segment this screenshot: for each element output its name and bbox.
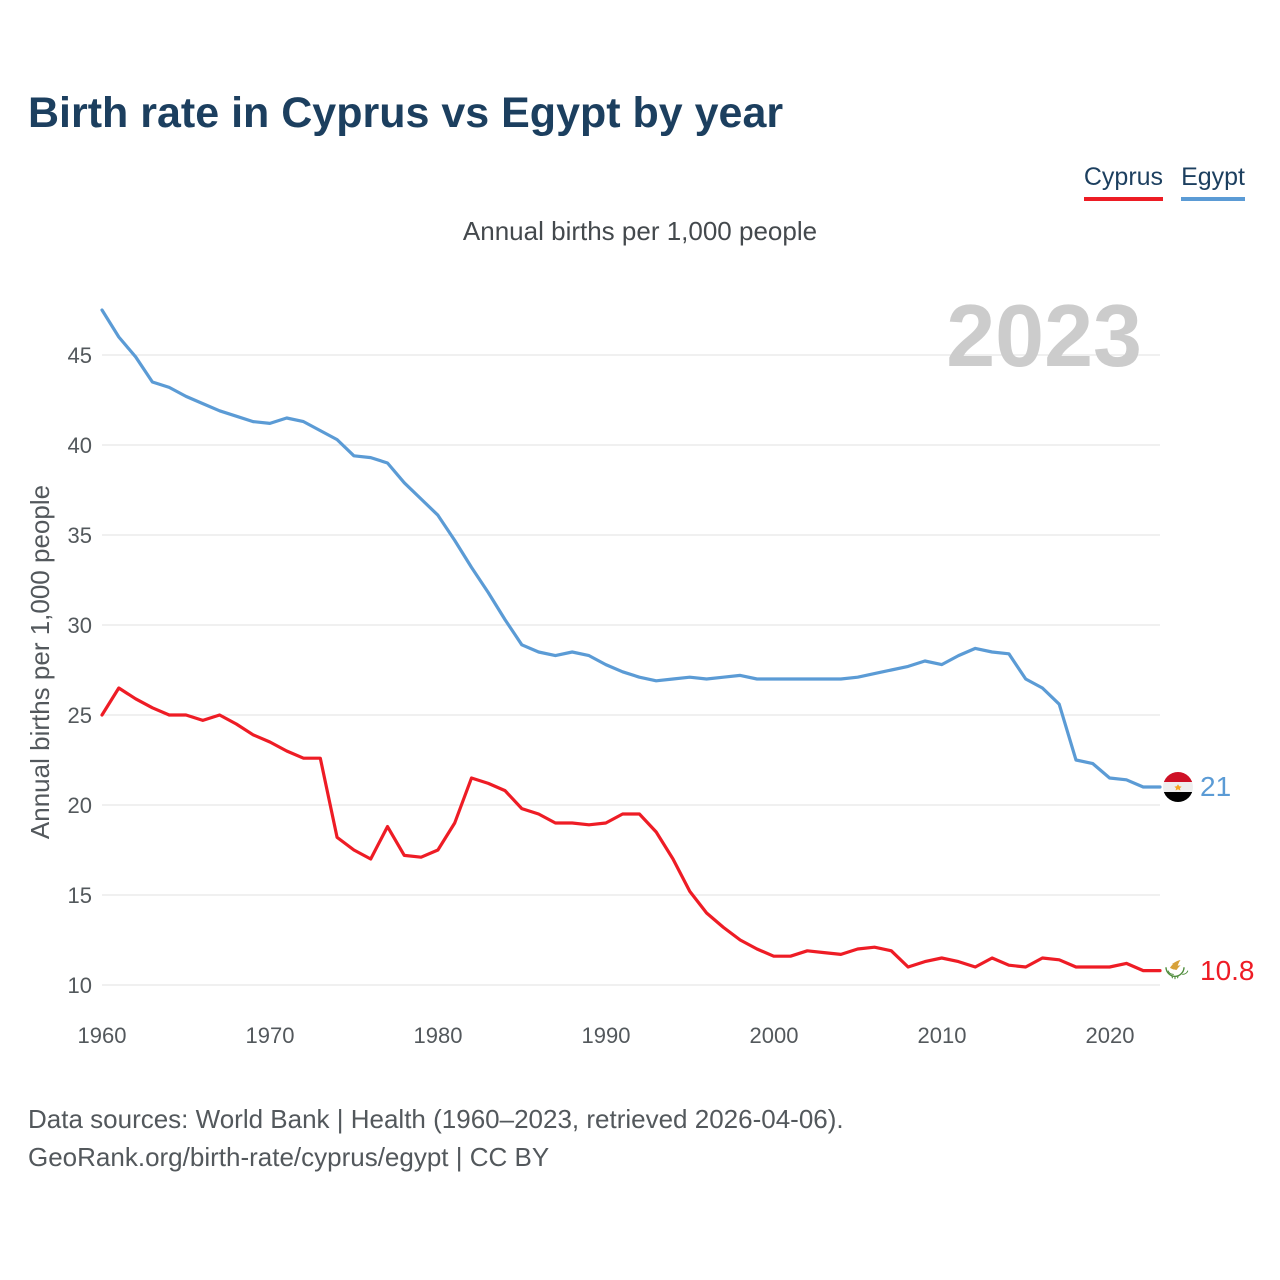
svg-text:1970: 1970 (246, 1023, 295, 1048)
svg-text:20: 20 (68, 793, 92, 818)
svg-text:2010: 2010 (918, 1023, 967, 1048)
svg-text:45: 45 (68, 343, 92, 368)
svg-text:1980: 1980 (414, 1023, 463, 1048)
svg-text:25: 25 (68, 703, 92, 728)
svg-text:10.8: 10.8 (1200, 955, 1255, 986)
svg-text:40: 40 (68, 433, 92, 458)
svg-text:2023: 2023 (946, 286, 1142, 385)
svg-text:15: 15 (68, 883, 92, 908)
svg-text:21: 21 (1200, 771, 1231, 802)
svg-text:30: 30 (68, 613, 92, 638)
svg-text:10: 10 (68, 973, 92, 998)
svg-text:35: 35 (68, 523, 92, 548)
svg-text:1960: 1960 (78, 1023, 127, 1048)
svg-text:2020: 2020 (1086, 1023, 1135, 1048)
svg-text:1990: 1990 (582, 1023, 631, 1048)
svg-text:2000: 2000 (750, 1023, 799, 1048)
